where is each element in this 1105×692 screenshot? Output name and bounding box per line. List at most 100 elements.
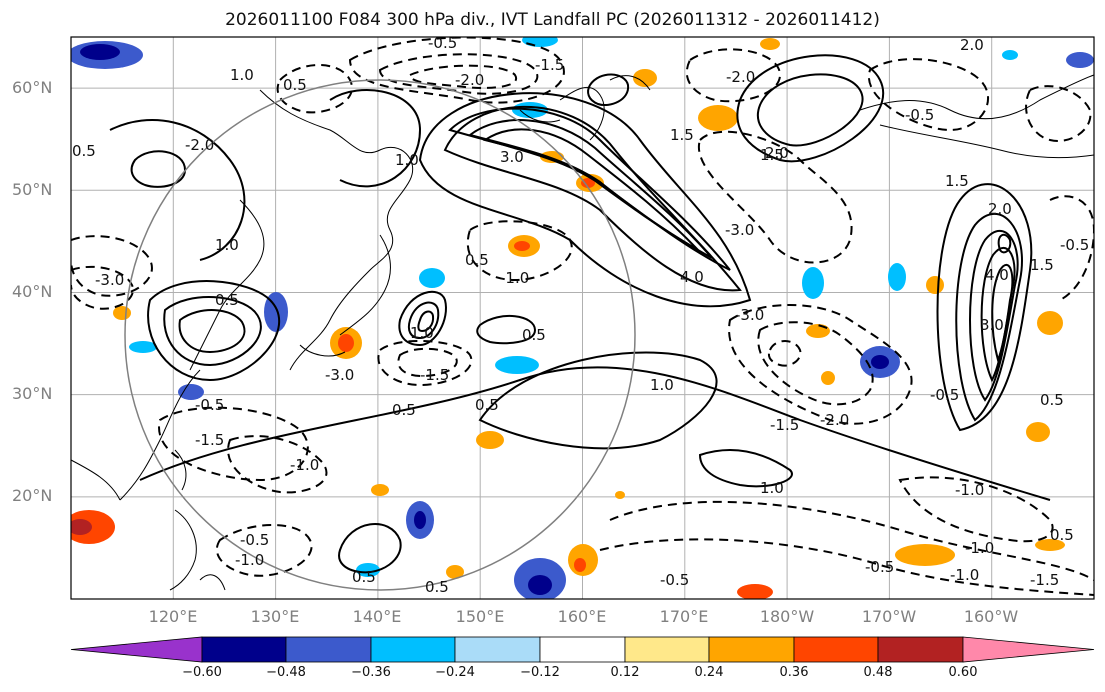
landfall-radius-circle	[124, 79, 636, 591]
contour-label: -1.0	[950, 566, 979, 584]
contour-label: 0.5	[425, 578, 449, 596]
lat-tick-label: 60°N	[12, 78, 52, 97]
colorbar-tick-label: 0.60	[949, 665, 978, 680]
lon-tick-label: 120°E	[149, 607, 198, 626]
lat-tick-labels: 60°N 50°N 40°N 30°N 20°N	[12, 78, 52, 505]
lon-tick-label: 160°E	[558, 607, 607, 626]
contour-label: 0.5	[215, 291, 239, 309]
contour-label: 0.5	[283, 76, 307, 94]
contour-label: -0.5	[428, 34, 457, 52]
contour-label: -1.0	[235, 551, 264, 569]
contour-label: 0.5	[72, 142, 96, 160]
contour-label: -2.0	[185, 136, 214, 154]
contour-label: -0.5	[930, 386, 959, 404]
contour-label: 1.0	[230, 66, 254, 84]
colorbar	[70, 636, 1095, 663]
lat-tick-label: 40°N	[12, 282, 52, 301]
contour-label: -0.5	[195, 396, 224, 414]
colorbar-tick-labels: −0.60 −0.48 −0.36 −0.24 −0.12 0.12 0.24 …	[182, 665, 977, 680]
contour-label: 1.0	[410, 324, 434, 342]
contour-label: 1.5	[1030, 256, 1054, 274]
map-panel: -0.5 0.5 0.5 -0.5 1.5 1.5 2.0 2.0 2.0 -2…	[70, 34, 1095, 600]
colorbar-segment	[793, 636, 879, 663]
colorbar-segment	[877, 636, 964, 663]
contour-label: 1.0	[650, 376, 674, 394]
lat-tick-label: 20°N	[12, 486, 52, 505]
contour-label: -0.5	[1060, 236, 1089, 254]
contour-label: -1.0	[290, 456, 319, 474]
contour-label: 4.0	[985, 266, 1009, 284]
contour-label: 4.0	[680, 268, 704, 286]
contour-label: -2.0	[455, 71, 484, 89]
contour-label: 0.5	[392, 401, 416, 419]
contour-label: -1.5	[420, 366, 449, 384]
contour-label: 1.0	[760, 479, 784, 497]
contour-label: 0.5	[465, 251, 489, 269]
contour-label: -2.0	[820, 411, 849, 429]
contour-label: -0.5	[865, 558, 894, 576]
contour-label: 0.5	[475, 396, 499, 414]
contour-label: 1.0	[215, 236, 239, 254]
lon-tick-label: 130°E	[251, 607, 300, 626]
contour-label: 3.0	[500, 148, 524, 166]
contour-label: 2.0	[988, 200, 1012, 218]
contour-label: 3.0	[980, 316, 1004, 334]
contour-label: 0.5	[352, 568, 376, 586]
colorbar-tick-label: 0.48	[864, 665, 893, 680]
contour-label: -0.5	[660, 571, 689, 589]
lon-tick-label: 170°W	[862, 607, 917, 626]
page-title: 2026011100 F084 300 hPa div., IVT Landfa…	[225, 10, 880, 30]
colorbar-segment	[539, 636, 626, 663]
colorbar-segment	[370, 636, 456, 663]
contour-label: 2.0	[960, 36, 984, 54]
contour-label: -1.0	[500, 269, 529, 287]
contour-label: -1.5	[770, 416, 799, 434]
colorbar-segment	[70, 636, 203, 663]
colorbar-segment	[962, 636, 1095, 663]
contour-label: 1.5	[945, 172, 969, 190]
lon-tick-labels: 120°E 130°E 140°E 150°E 160°E 170°E 180°…	[149, 607, 1019, 626]
contour-label: -3.0	[735, 306, 764, 324]
colorbar-tick-label: 0.12	[611, 665, 640, 680]
colorbar-tick-label: −0.24	[435, 665, 475, 680]
contour-label: 1.0	[395, 151, 419, 169]
contour-label: 1.5	[760, 146, 784, 164]
lon-tick-label: 140°E	[353, 607, 402, 626]
contour-label: -1.5	[195, 431, 224, 449]
colorbar-segment	[454, 636, 541, 663]
lon-tick-label: 150°E	[456, 607, 505, 626]
contour-label: -3.0	[95, 271, 124, 289]
contour-label: 0.5	[1040, 391, 1064, 409]
contour-label: -1.0	[955, 481, 984, 499]
contour-labels: -0.5 0.5 0.5 -0.5 1.5 1.5 2.0 2.0 2.0 -2…	[72, 34, 1089, 596]
lat-tick-label: 30°N	[12, 384, 52, 403]
colorbar-segment	[708, 636, 795, 663]
contour-label: -0.5	[240, 531, 269, 549]
contour-label: 0.5	[522, 326, 546, 344]
contour-label: 2.0	[765, 144, 789, 162]
lon-tick-label: 170°E	[660, 607, 709, 626]
colorbar-tick-label: −0.48	[266, 665, 306, 680]
colorbar-segment	[624, 636, 710, 663]
contour-label: 0.5	[1050, 526, 1074, 544]
contour-label: -1.5	[1030, 571, 1059, 589]
contour-label: -1.0	[965, 539, 994, 557]
colorbar-segment	[285, 636, 372, 663]
colorbar-tick-label: −0.12	[520, 665, 560, 680]
negative-contours	[71, 37, 1094, 596]
contour-label: -3.0	[325, 366, 354, 384]
contour-label: -3.0	[725, 221, 754, 239]
colorbar-tick-label: −0.36	[351, 665, 391, 680]
contour-label: 1.5	[670, 126, 694, 144]
colorbar-tick-label: 0.36	[780, 665, 809, 680]
divergence-contours	[109, 54, 1051, 574]
divergence-shading	[71, 37, 1094, 599]
contour-label: -2.0	[726, 68, 755, 86]
colorbar-tick-label: 0.24	[695, 665, 724, 680]
colorbar-segment	[201, 636, 287, 663]
lon-tick-label: 180°W	[760, 607, 815, 626]
coastlines	[71, 74, 1094, 591]
contour-label: -0.5	[905, 106, 934, 124]
lon-tick-label: 160°W	[964, 607, 1019, 626]
